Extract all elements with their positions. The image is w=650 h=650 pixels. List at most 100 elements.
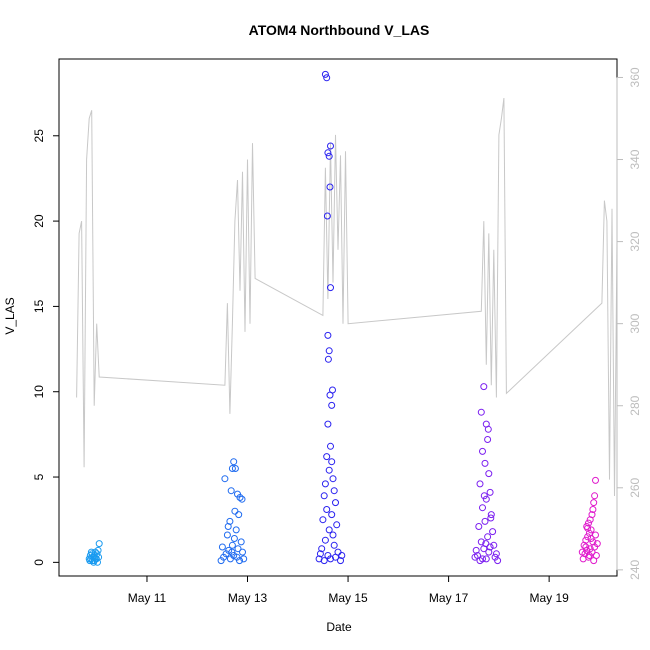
scatter-point	[585, 552, 593, 559]
scatter-point	[481, 459, 489, 467]
scatter-point	[231, 507, 239, 515]
scatter-point	[323, 453, 331, 461]
scatter-point	[477, 408, 485, 416]
scatter-point	[235, 511, 243, 519]
scatter-point	[321, 70, 329, 78]
scatter-point	[321, 480, 329, 488]
y-tick-label-left: 5	[32, 473, 46, 480]
scatter-point	[320, 492, 328, 500]
scatter-point	[327, 555, 334, 563]
y-tick-label-left: 20	[32, 214, 46, 228]
scatter-point	[330, 541, 338, 549]
scatter-point	[218, 543, 226, 551]
scatter-point	[471, 553, 479, 561]
scatter-point	[325, 466, 333, 474]
scatter-point	[328, 401, 336, 409]
scatter-point	[479, 504, 486, 512]
scatter-point	[238, 495, 246, 503]
scatter-point	[230, 458, 238, 466]
scatter-point	[325, 526, 333, 534]
y-tick-label-left: 15	[32, 299, 46, 313]
plot-frame	[58, 58, 618, 577]
scatter-point	[487, 511, 495, 519]
y-tick-label-left: 0	[32, 559, 46, 566]
scatter-point	[484, 425, 492, 433]
scatter-points	[85, 70, 601, 566]
line-series	[76, 97, 618, 497]
scatter-point	[240, 555, 248, 563]
scatter-point	[492, 550, 500, 558]
axes: May 11 May 13 May 15 May 17 May 19 0 5 10 15 20 25…	[32, 67, 642, 605]
scatter-point	[223, 531, 231, 539]
scatter-point	[475, 523, 483, 530]
scatter-point	[324, 331, 332, 339]
scatter-point	[480, 492, 488, 500]
scatter-point	[338, 552, 346, 559]
scatter-point	[578, 548, 586, 556]
scatter-point	[481, 517, 489, 525]
scatter-point	[321, 536, 329, 544]
scatter-point	[333, 521, 341, 529]
scatter-point	[324, 149, 332, 157]
scatter-point	[227, 487, 235, 495]
scatter-point	[494, 557, 502, 565]
scatter-point	[323, 74, 331, 82]
scatter-point	[230, 535, 238, 542]
scatter-point	[479, 447, 486, 455]
scatter-point	[319, 516, 327, 524]
scatter-point	[237, 538, 245, 546]
scatter-point	[476, 480, 484, 488]
y-tick-label-right: 240	[628, 560, 642, 580]
y-tick-label-left: 25	[32, 129, 46, 143]
scatter-point	[485, 470, 493, 478]
scatter-point	[482, 555, 490, 563]
scatter-point	[585, 519, 592, 527]
scatter-point	[326, 391, 334, 399]
y-tick-label-left: 10	[32, 385, 46, 399]
scatter-point	[485, 548, 493, 556]
scatter-point	[591, 492, 599, 500]
scatter-point	[482, 495, 490, 503]
scatter-point	[318, 545, 326, 553]
x-tick-label: May 17	[429, 591, 469, 605]
scatter-point	[224, 523, 232, 530]
y-tick-label-right: 320	[628, 231, 642, 251]
scatter-point	[589, 506, 597, 513]
scatter-point	[236, 557, 243, 565]
x-tick-label: May 13	[228, 591, 268, 605]
scatter-point	[228, 465, 236, 472]
scatter-point	[324, 355, 332, 363]
scatter-point	[486, 488, 494, 496]
scatter-point	[325, 152, 333, 160]
scatter-point	[586, 545, 594, 553]
scatter-point	[326, 183, 334, 191]
scatter-point	[315, 555, 323, 563]
scatter-point	[231, 465, 239, 472]
x-tick-label: May 11	[128, 591, 167, 605]
scatter-point	[232, 526, 240, 534]
scatter-point	[221, 475, 229, 483]
scatter-point	[328, 458, 336, 466]
scatter-point	[479, 555, 486, 563]
scatter-point	[324, 420, 332, 428]
scatter-point	[323, 212, 331, 220]
scatter-point	[482, 540, 490, 548]
scatter-point	[472, 546, 480, 554]
scatter-point	[593, 540, 601, 548]
scatter-point	[94, 546, 102, 554]
scatter-point	[228, 541, 236, 549]
scatter-point	[592, 531, 599, 539]
gray-line-series	[76, 97, 618, 497]
x-tick-label: May 19	[529, 591, 569, 605]
scatter-point	[579, 555, 587, 563]
scatter-point	[477, 538, 485, 546]
scatter-point	[90, 558, 98, 566]
scatter-point	[85, 555, 93, 563]
scatter-point	[329, 475, 337, 483]
scatter-point	[327, 442, 334, 450]
scatter-point	[487, 514, 495, 522]
scatter-point	[328, 511, 336, 519]
y-axis-label: V_LAS	[3, 297, 17, 334]
scatter-point	[486, 543, 494, 551]
y-tick-label-right: 280	[628, 395, 642, 415]
